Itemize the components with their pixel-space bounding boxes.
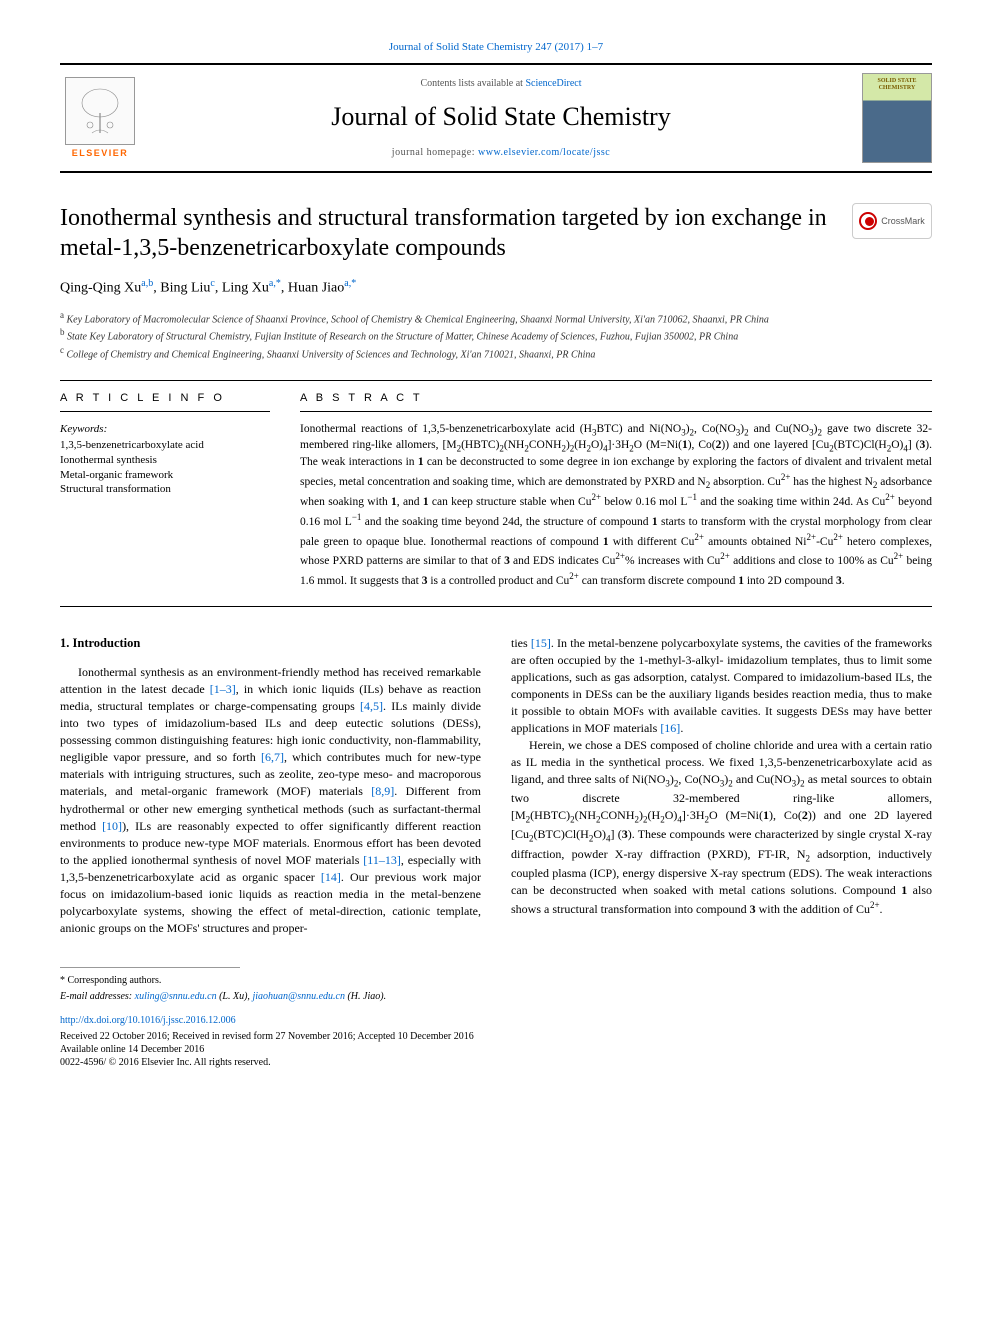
info-rule [60, 411, 270, 412]
cover-title: SOLID STATE CHEMISTRY [863, 74, 931, 95]
affiliation-b: b State Key Laboratory of Structural Che… [60, 326, 932, 344]
doi-link: http://dx.doi.org/10.1016/j.jssc.2016.12… [60, 1014, 932, 1028]
intro-heading: 1. Introduction [60, 635, 481, 653]
abstract-text: Ionothermal reactions of 1,3,5-benzenetr… [300, 422, 932, 590]
affiliation-a: a Key Laboratory of Macromolecular Scien… [60, 309, 932, 327]
keywords-label: Keywords: [60, 422, 270, 437]
journal-name: Journal of Solid State Chemistry [150, 99, 852, 135]
elsevier-wordmark: ELSEVIER [72, 147, 129, 160]
authors-line: Qing-Qing Xua,b, Bing Liuc, Ling Xua,*, … [60, 277, 932, 298]
body-two-column: 1. Introduction Ionothermal synthesis as… [60, 635, 932, 937]
corresponding-emails: E-mail addresses: xuling@snnu.edu.cn (L.… [60, 990, 932, 1004]
footer-rule [60, 967, 240, 968]
email-addresses: xuling@snnu.edu.cn (L. Xu), jiaohuan@snn… [135, 991, 386, 1002]
title-row: Ionothermal synthesis and structural tra… [60, 203, 932, 263]
elsevier-logo[interactable]: ELSEVIER [60, 77, 140, 160]
intro-para-1-cont: ties [15]. In the metal-benzene polycarb… [511, 635, 932, 737]
keyword-item: 1,3,5-benzenetricarboxylate acid [60, 438, 270, 453]
doi-anchor[interactable]: http://dx.doi.org/10.1016/j.jssc.2016.12… [60, 1015, 236, 1026]
article-info-col: A R T I C L E I N F O Keywords: 1,3,5-be… [60, 391, 270, 590]
journal-citation: Journal of Solid State Chemistry 247 (20… [60, 40, 932, 55]
journal-homepage: journal homepage: www.elsevier.com/locat… [150, 146, 852, 160]
header-banner: ELSEVIER Contents lists available at Sci… [60, 63, 932, 173]
article-title: Ionothermal synthesis and structural tra… [60, 203, 832, 263]
crossmark-icon [859, 212, 877, 230]
keywords-list: 1,3,5-benzenetricarboxylate acid Ionothe… [60, 438, 270, 497]
banner-center: Contents lists available at ScienceDirec… [150, 77, 852, 159]
body-col-right: ties [15]. In the metal-benzene polycarb… [511, 635, 932, 937]
corresponding-note: * Corresponding authors. [60, 974, 932, 988]
affiliations: a Key Laboratory of Macromolecular Scien… [60, 309, 932, 362]
contents-prefix: Contents lists available at [420, 78, 525, 89]
affiliation-c: c College of Chemistry and Chemical Engi… [60, 344, 932, 362]
received-line: Received 22 October 2016; Received in re… [60, 1030, 932, 1043]
sciencedirect-link[interactable]: ScienceDirect [525, 78, 581, 89]
abstract-rule [300, 411, 932, 412]
journal-citation-link[interactable]: Journal of Solid State Chemistry 247 (20… [389, 41, 603, 53]
homepage-prefix: journal homepage: [392, 147, 478, 158]
abstract-heading: A B S T R A C T [300, 391, 932, 406]
email-label: E-mail addresses: [60, 991, 132, 1002]
intro-para-1: Ionothermal synthesis as an environment-… [60, 664, 481, 937]
issn-line: 0022-4596/ © 2016 Elsevier Inc. All righ… [60, 1056, 932, 1069]
info-abstract-block: A R T I C L E I N F O Keywords: 1,3,5-be… [60, 380, 932, 607]
crossmark-label: CrossMark [881, 215, 925, 228]
abstract-col: A B S T R A C T Ionothermal reactions of… [300, 391, 932, 590]
body-col-left: 1. Introduction Ionothermal synthesis as… [60, 635, 481, 937]
publication-dates: Received 22 October 2016; Received in re… [60, 1030, 932, 1069]
keyword-item: Ionothermal synthesis [60, 453, 270, 468]
keyword-item: Metal-organic framework [60, 468, 270, 483]
contents-line: Contents lists available at ScienceDirec… [150, 77, 852, 91]
homepage-link[interactable]: www.elsevier.com/locate/jssc [478, 147, 610, 158]
elsevier-tree-icon [65, 77, 135, 145]
journal-cover-thumbnail[interactable]: SOLID STATE CHEMISTRY [862, 73, 932, 163]
online-line: Available online 14 December 2016 [60, 1043, 932, 1056]
keyword-item: Structural transformation [60, 482, 270, 497]
crossmark-badge[interactable]: CrossMark [852, 203, 932, 239]
article-info-heading: A R T I C L E I N F O [60, 391, 270, 406]
intro-para-2: Herein, we chose a DES composed of choli… [511, 737, 932, 918]
